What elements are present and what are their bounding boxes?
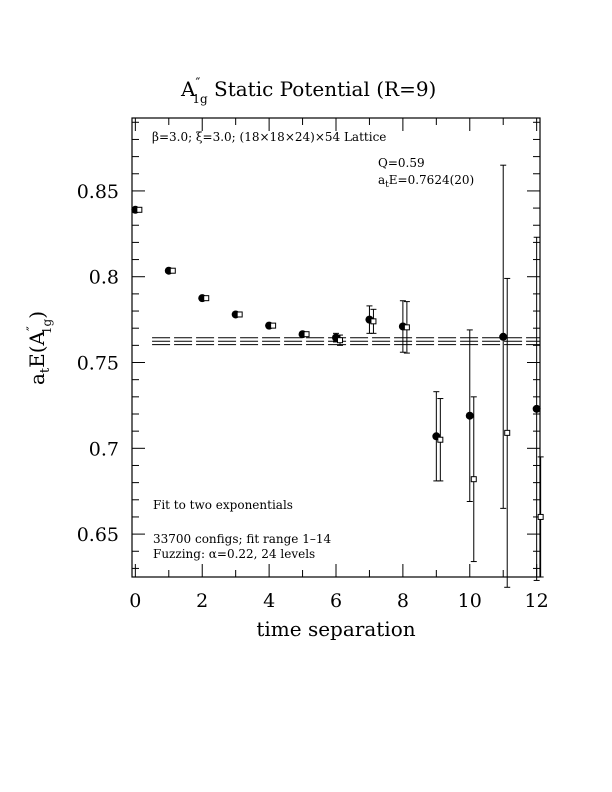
fuzzing-annotation: Fuzzing: α=0.22, 24 levels	[153, 547, 315, 561]
configs-annotation: 33700 configs; fit range 1–14	[153, 532, 331, 546]
y-tick-label: 0.85	[77, 181, 119, 203]
data-point-circle	[532, 404, 541, 413]
fit-annotation: Fit to two exponentials	[153, 498, 293, 512]
y-tick-label: 0.75	[77, 353, 119, 375]
energy-annotation: atE=0.7624(20)	[378, 173, 474, 190]
data-point-square	[169, 267, 176, 274]
data-point-square	[303, 331, 310, 338]
x-tick-label: 12	[525, 590, 549, 612]
data-point-circle	[465, 411, 474, 420]
x-tick-label: 4	[263, 590, 275, 612]
data-point-square	[403, 324, 410, 331]
x-tick-label: 0	[129, 590, 141, 612]
data-point-square	[203, 295, 210, 302]
x-tick-label: 10	[458, 590, 482, 612]
data-point-square	[537, 513, 544, 520]
y-axis-label: atE(A″1g)	[25, 311, 54, 385]
data-point-square	[437, 436, 444, 443]
y-tick-label: 0.8	[89, 267, 119, 289]
x-tick-label: 6	[330, 590, 342, 612]
data-point-square	[270, 322, 277, 329]
y-tick-label: 0.65	[77, 524, 119, 546]
data-point-square	[337, 337, 343, 344]
data-point-square	[236, 311, 243, 318]
x-tick-label: 8	[397, 590, 409, 612]
data-point-circle	[499, 332, 508, 341]
x-tick-label: 2	[196, 590, 208, 612]
lattice-annotation: β=3.0; ξ=3.0; (18×18×24)×54 Lattice	[152, 130, 386, 144]
x-axis-label: time separation	[256, 617, 415, 641]
chart-title: A″ 1g Static Potential (R=9)	[180, 76, 436, 106]
y-tick-label: 0.7	[89, 438, 119, 460]
data-point-square	[470, 476, 477, 483]
data-point-square	[504, 429, 511, 436]
q-annotation: Q=0.59	[378, 156, 425, 170]
data-point-square	[136, 206, 143, 213]
data-point-square	[370, 318, 377, 325]
